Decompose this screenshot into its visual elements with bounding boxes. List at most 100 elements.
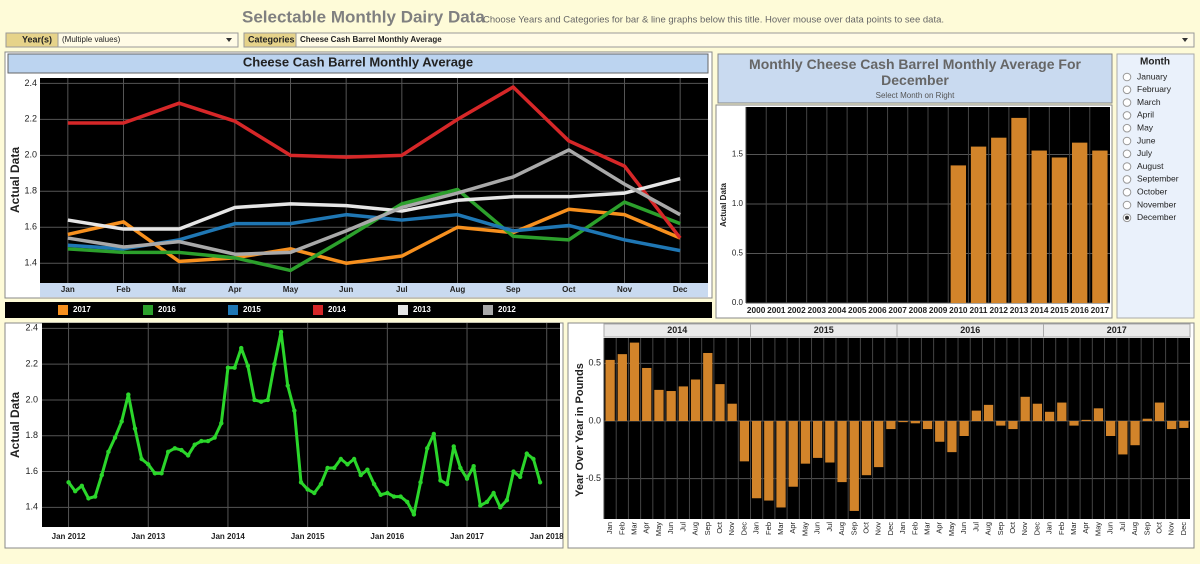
data-point[interactable] (185, 453, 191, 458)
data-point[interactable] (265, 397, 270, 403)
data-point[interactable] (351, 456, 357, 462)
radio-label[interactable]: October (1137, 186, 1167, 196)
data-point[interactable] (232, 365, 237, 370)
data-point[interactable] (298, 480, 304, 485)
data-point[interactable] (484, 499, 490, 505)
radio-label[interactable]: January (1137, 71, 1168, 81)
data-point[interactable] (179, 447, 184, 453)
data-point[interactable] (444, 481, 450, 487)
data-point[interactable] (537, 480, 543, 485)
radio-button[interactable] (1122, 72, 1132, 82)
radio-button[interactable] (1122, 85, 1132, 95)
data-point[interactable] (458, 465, 463, 471)
data-point[interactable] (212, 435, 217, 440)
data-point[interactable] (471, 463, 476, 469)
data-point[interactable] (199, 438, 204, 444)
data-point[interactable] (272, 361, 277, 367)
dropdown-box[interactable] (57, 32, 239, 48)
data-point[interactable] (511, 469, 516, 474)
years-dropdown[interactable]: (Multiple values) (57, 32, 239, 48)
data-point[interactable] (225, 365, 231, 370)
data-point[interactable] (517, 474, 523, 480)
data-point[interactable] (106, 449, 111, 455)
radio-label[interactable]: February (1137, 84, 1172, 94)
data-point[interactable] (464, 476, 470, 481)
data-point[interactable] (365, 467, 370, 472)
data-point[interactable] (418, 480, 423, 485)
data-point[interactable] (438, 478, 443, 483)
data-point[interactable] (292, 408, 297, 413)
data-point[interactable] (285, 383, 290, 388)
radio-button[interactable] (1122, 187, 1132, 197)
radio-button[interactable] (1122, 175, 1132, 184)
radio-button[interactable] (1122, 162, 1132, 171)
data-point[interactable] (79, 483, 85, 489)
radio-button[interactable] (1122, 149, 1132, 159)
radio-label[interactable]: May (1137, 122, 1154, 132)
data-point[interactable] (132, 426, 138, 431)
radio-button[interactable] (1122, 111, 1132, 120)
y-tick-label: 2.2 (24, 114, 37, 124)
data-point[interactable] (358, 472, 363, 478)
data-point[interactable] (172, 446, 178, 451)
data-point[interactable] (278, 329, 284, 335)
data-point[interactable] (391, 494, 397, 499)
data-point[interactable] (305, 487, 310, 492)
data-point[interactable] (73, 489, 78, 494)
data-point[interactable] (258, 399, 264, 404)
data-point[interactable] (371, 481, 377, 487)
data-point[interactable] (451, 444, 456, 449)
radio-button[interactable] (1122, 136, 1132, 146)
data-point[interactable] (126, 392, 131, 397)
data-point[interactable] (139, 456, 144, 462)
data-point[interactable] (491, 490, 496, 496)
data-point[interactable] (192, 442, 197, 447)
data-point[interactable] (498, 505, 503, 510)
data-point[interactable] (239, 345, 244, 351)
data-point[interactable] (205, 438, 211, 444)
radio-button[interactable] (1122, 98, 1132, 107)
data-point[interactable] (405, 499, 410, 505)
radio-label[interactable]: June (1137, 135, 1156, 145)
data-point[interactable] (398, 494, 403, 499)
data-point[interactable] (99, 472, 104, 478)
radio-label[interactable]: August (1137, 161, 1164, 171)
data-point[interactable] (252, 397, 257, 403)
data-point[interactable] (318, 481, 324, 487)
data-point[interactable] (165, 449, 171, 455)
data-point[interactable] (86, 496, 91, 501)
data-point[interactable] (152, 471, 158, 476)
data-point[interactable] (92, 494, 98, 499)
radio-button[interactable] (1122, 123, 1132, 133)
data-point[interactable] (159, 471, 164, 476)
data-point[interactable] (345, 462, 350, 467)
data-point[interactable] (146, 462, 151, 467)
data-point[interactable] (325, 465, 330, 471)
radio-label[interactable]: April (1137, 110, 1154, 120)
data-point[interactable] (478, 503, 483, 508)
radio-label[interactable]: December (1137, 212, 1176, 222)
data-point[interactable] (531, 456, 536, 462)
data-point[interactable] (524, 451, 529, 456)
data-point[interactable] (431, 431, 437, 437)
data-point[interactable] (424, 446, 430, 451)
data-point[interactable] (245, 363, 251, 369)
data-point[interactable] (219, 421, 224, 426)
data-point[interactable] (378, 492, 383, 497)
data-point[interactable] (332, 465, 337, 471)
radio-label[interactable]: July (1137, 148, 1153, 158)
data-point[interactable] (411, 512, 417, 517)
data-point[interactable] (119, 419, 124, 424)
data-point[interactable] (312, 490, 317, 496)
data-point[interactable] (504, 497, 510, 503)
radio-button[interactable] (1122, 200, 1132, 210)
data-point[interactable] (66, 480, 71, 485)
data-point[interactable] (385, 490, 390, 496)
categories-dropdown[interactable]: Cheese Cash Barrel Monthly Average (295, 32, 1195, 48)
radio-label[interactable]: March (1137, 97, 1161, 107)
data-point[interactable] (112, 435, 118, 440)
radio-label[interactable]: November (1137, 199, 1176, 209)
data-point[interactable] (338, 456, 344, 462)
radio-label[interactable]: September (1137, 174, 1179, 184)
dropdown-box[interactable] (295, 32, 1195, 48)
